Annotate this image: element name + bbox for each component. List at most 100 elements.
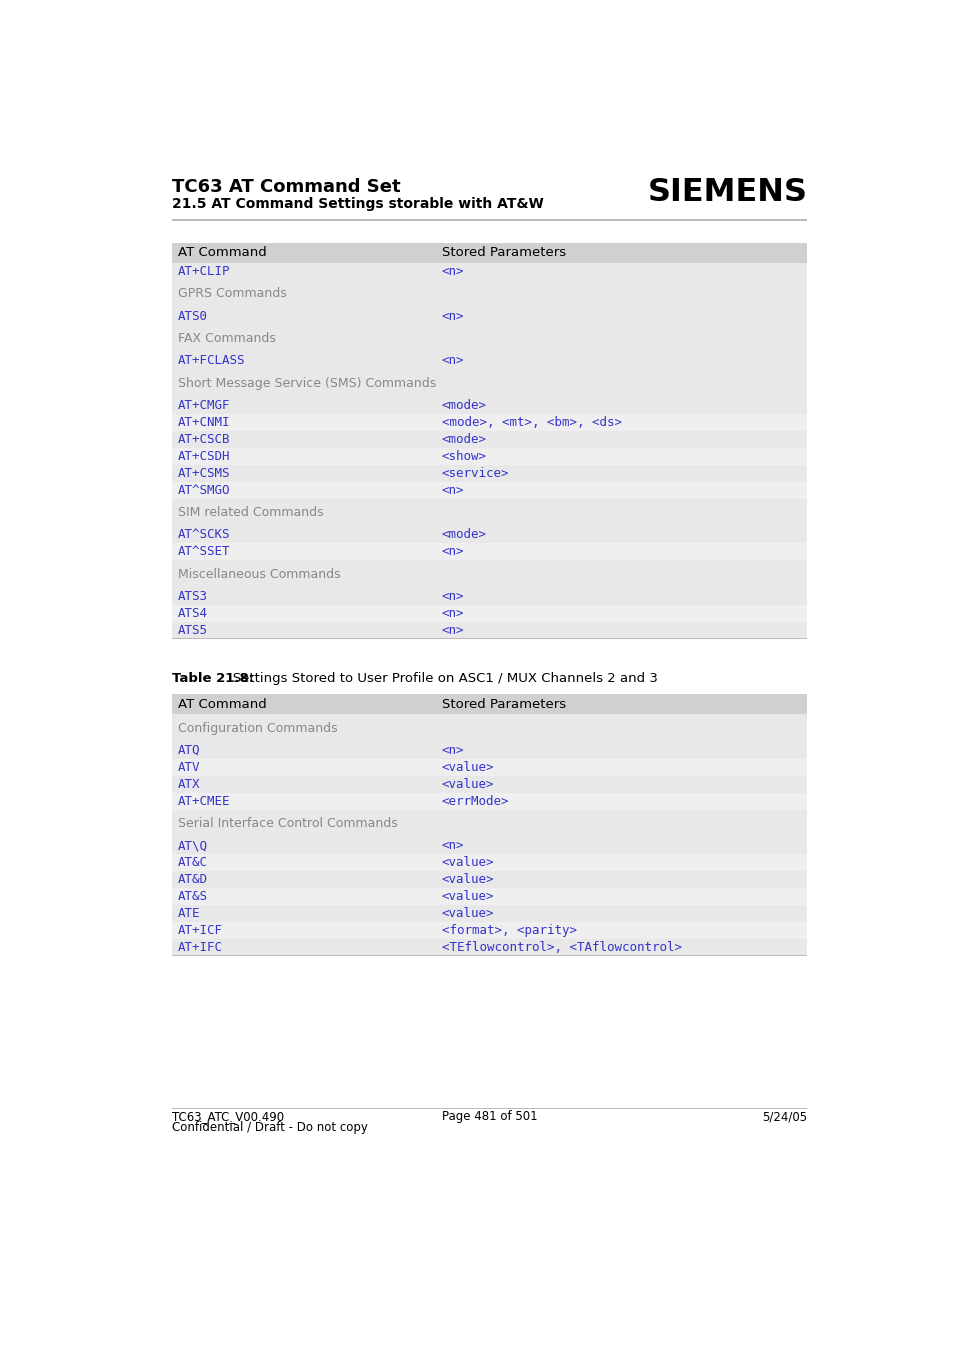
- Bar: [172, 605, 806, 621]
- Text: ATE: ATE: [178, 907, 200, 920]
- Text: <n>: <n>: [441, 590, 464, 603]
- Text: <TEflowcontrol>, <TAflowcontrol>: <TEflowcontrol>, <TAflowcontrol>: [441, 942, 681, 954]
- Text: SIEMENS: SIEMENS: [647, 177, 806, 208]
- Text: AT&D: AT&D: [178, 873, 208, 886]
- Text: <value>: <value>: [441, 761, 494, 774]
- Text: Serial Interface Control Commands: Serial Interface Control Commands: [178, 817, 397, 830]
- Bar: [172, 905, 806, 923]
- Text: AT+CNMI: AT+CNMI: [178, 416, 231, 428]
- Text: SIM related Commands: SIM related Commands: [178, 507, 323, 519]
- Text: Stored Parameters: Stored Parameters: [441, 697, 565, 711]
- Bar: [172, 888, 806, 905]
- Text: AT\Q: AT\Q: [178, 839, 208, 852]
- Text: <mode>: <mode>: [441, 432, 486, 446]
- Bar: [172, 353, 806, 369]
- Text: <value>: <value>: [441, 907, 494, 920]
- Text: AT+CSCB: AT+CSCB: [178, 432, 231, 446]
- Text: <format>, <parity>: <format>, <parity>: [441, 924, 577, 938]
- Text: <n>: <n>: [441, 744, 464, 757]
- Text: Page 481 of 501: Page 481 of 501: [441, 1111, 537, 1124]
- Bar: [172, 527, 806, 543]
- Text: <value>: <value>: [441, 778, 494, 790]
- Bar: [172, 759, 806, 775]
- Bar: [172, 939, 806, 957]
- Text: Short Message Service (SMS) Commands: Short Message Service (SMS) Commands: [178, 377, 436, 389]
- Text: AT^SMGO: AT^SMGO: [178, 484, 231, 497]
- Text: ATV: ATV: [178, 761, 200, 774]
- Text: <n>: <n>: [441, 309, 464, 323]
- Text: FAX Commands: FAX Commands: [178, 332, 275, 345]
- Text: Confidential / Draft - Do not copy: Confidential / Draft - Do not copy: [172, 1121, 368, 1135]
- Text: AT&S: AT&S: [178, 890, 208, 904]
- Bar: [172, 499, 806, 527]
- Text: AT&C: AT&C: [178, 857, 208, 869]
- Text: <show>: <show>: [441, 450, 486, 463]
- Bar: [172, 588, 806, 605]
- Bar: [172, 397, 806, 413]
- Text: AT Command: AT Command: [178, 697, 267, 711]
- Text: AT+CMEE: AT+CMEE: [178, 794, 231, 808]
- Bar: [172, 308, 806, 324]
- Bar: [172, 1108, 806, 1109]
- Text: ATX: ATX: [178, 778, 200, 790]
- Bar: [172, 243, 806, 263]
- Bar: [172, 715, 806, 742]
- Bar: [172, 219, 806, 220]
- Text: TC63_ATC_V00.490: TC63_ATC_V00.490: [172, 1111, 284, 1124]
- Text: <n>: <n>: [441, 265, 464, 278]
- Text: Miscellaneous Commands: Miscellaneous Commands: [178, 567, 340, 581]
- Text: 21.5 AT Command Settings storable with AT&W: 21.5 AT Command Settings storable with A…: [172, 197, 543, 211]
- Bar: [172, 465, 806, 482]
- Text: Configuration Commands: Configuration Commands: [178, 721, 337, 735]
- Text: <n>: <n>: [441, 546, 464, 558]
- Text: <n>: <n>: [441, 839, 464, 852]
- Text: Table 21.8:: Table 21.8:: [172, 673, 253, 685]
- Bar: [172, 561, 806, 588]
- Text: <value>: <value>: [441, 873, 494, 886]
- Bar: [172, 543, 806, 561]
- Bar: [172, 809, 806, 838]
- Text: AT+CSDH: AT+CSDH: [178, 450, 231, 463]
- Bar: [172, 263, 806, 280]
- Text: ATQ: ATQ: [178, 744, 200, 757]
- Text: Settings Stored to User Profile on ASC1 / MUX Channels 2 and 3: Settings Stored to User Profile on ASC1 …: [220, 673, 658, 685]
- Bar: [172, 923, 806, 939]
- Text: <value>: <value>: [441, 857, 494, 869]
- Bar: [172, 280, 806, 308]
- Text: ATS4: ATS4: [178, 607, 208, 620]
- Text: <n>: <n>: [441, 354, 464, 367]
- Bar: [172, 621, 806, 639]
- Text: AT+IFC: AT+IFC: [178, 942, 223, 954]
- Text: <value>: <value>: [441, 890, 494, 904]
- Text: <mode>: <mode>: [441, 399, 486, 412]
- Text: ATS3: ATS3: [178, 590, 208, 603]
- Text: AT+CSMS: AT+CSMS: [178, 466, 231, 480]
- Text: ATS0: ATS0: [178, 309, 208, 323]
- Bar: [172, 482, 806, 499]
- Bar: [172, 742, 806, 759]
- Text: AT+FCLASS: AT+FCLASS: [178, 354, 245, 367]
- Text: <n>: <n>: [441, 624, 464, 636]
- Bar: [172, 838, 806, 854]
- Text: <service>: <service>: [441, 466, 509, 480]
- Bar: [172, 694, 806, 715]
- Bar: [172, 413, 806, 431]
- Bar: [172, 871, 806, 888]
- Bar: [172, 324, 806, 353]
- Bar: [172, 854, 806, 871]
- Bar: [172, 775, 806, 793]
- Text: 5/24/05: 5/24/05: [761, 1111, 806, 1124]
- Bar: [172, 793, 806, 809]
- Text: <n>: <n>: [441, 607, 464, 620]
- Text: TC63 AT Command Set: TC63 AT Command Set: [172, 178, 400, 196]
- Text: GPRS Commands: GPRS Commands: [178, 288, 287, 300]
- Text: ATS5: ATS5: [178, 624, 208, 636]
- Text: AT+CMGF: AT+CMGF: [178, 399, 231, 412]
- Text: AT Command: AT Command: [178, 246, 267, 259]
- Text: Stored Parameters: Stored Parameters: [441, 246, 565, 259]
- Text: AT+ICF: AT+ICF: [178, 924, 223, 938]
- Text: <n>: <n>: [441, 484, 464, 497]
- Text: AT^SCKS: AT^SCKS: [178, 528, 231, 542]
- Text: AT^SSET: AT^SSET: [178, 546, 231, 558]
- Text: <mode>, <mt>, <bm>, <ds>: <mode>, <mt>, <bm>, <ds>: [441, 416, 621, 428]
